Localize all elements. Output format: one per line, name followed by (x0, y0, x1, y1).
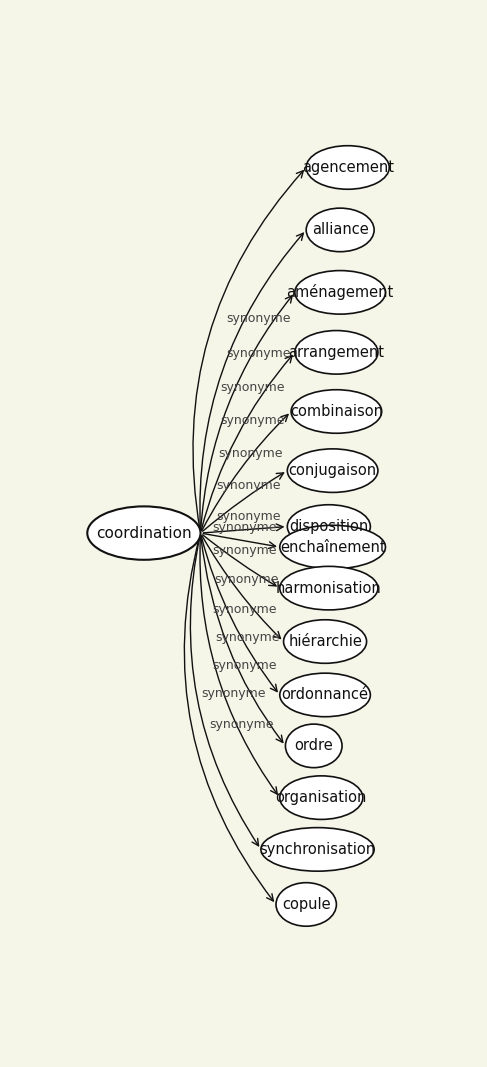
Text: ordonnancé: ordonnancé (281, 687, 369, 702)
Text: synonyme: synonyme (212, 659, 276, 672)
Ellipse shape (87, 507, 201, 560)
Text: hiérarchie: hiérarchie (288, 634, 362, 649)
Text: synonyme: synonyme (212, 544, 276, 557)
Ellipse shape (306, 208, 374, 252)
Text: copule: copule (282, 897, 331, 912)
Text: synonyme: synonyme (216, 479, 281, 492)
Text: synonyme: synonyme (220, 414, 285, 427)
Text: synonyme: synonyme (212, 521, 276, 535)
Text: synonyme: synonyme (212, 603, 276, 616)
Ellipse shape (306, 146, 389, 189)
Ellipse shape (280, 673, 370, 717)
Ellipse shape (280, 525, 386, 569)
Ellipse shape (291, 389, 382, 433)
Text: arrangement: arrangement (288, 345, 384, 360)
Ellipse shape (285, 724, 342, 767)
Text: synchronisation: synchronisation (260, 842, 375, 857)
Text: synonyme: synonyme (210, 718, 274, 731)
Text: aménagement: aménagement (286, 285, 394, 300)
Ellipse shape (295, 271, 386, 314)
Text: conjugaison: conjugaison (289, 463, 376, 478)
Text: disposition: disposition (289, 519, 369, 534)
Text: organisation: organisation (276, 791, 367, 806)
Text: synonyme: synonyme (215, 631, 280, 643)
Ellipse shape (295, 331, 378, 375)
Text: alliance: alliance (312, 222, 369, 238)
Text: combinaison: combinaison (290, 404, 383, 419)
Ellipse shape (287, 505, 370, 548)
Text: synonyme: synonyme (216, 510, 281, 523)
Ellipse shape (287, 449, 378, 492)
Ellipse shape (276, 882, 337, 926)
Text: ordre: ordre (294, 738, 333, 753)
Text: enchaînement: enchaînement (280, 540, 385, 555)
Ellipse shape (280, 776, 363, 819)
Text: agencement: agencement (302, 160, 393, 175)
Text: synonyme: synonyme (214, 573, 279, 586)
Text: harmonisation: harmonisation (276, 580, 382, 595)
Text: synonyme: synonyme (220, 381, 285, 394)
Ellipse shape (283, 620, 367, 664)
Text: coordination: coordination (96, 526, 192, 541)
Text: synonyme: synonyme (226, 313, 291, 325)
Ellipse shape (261, 828, 374, 871)
Text: synonyme: synonyme (226, 347, 291, 360)
Ellipse shape (280, 567, 378, 610)
Text: synonyme: synonyme (202, 687, 266, 700)
Text: synonyme: synonyme (218, 447, 282, 460)
